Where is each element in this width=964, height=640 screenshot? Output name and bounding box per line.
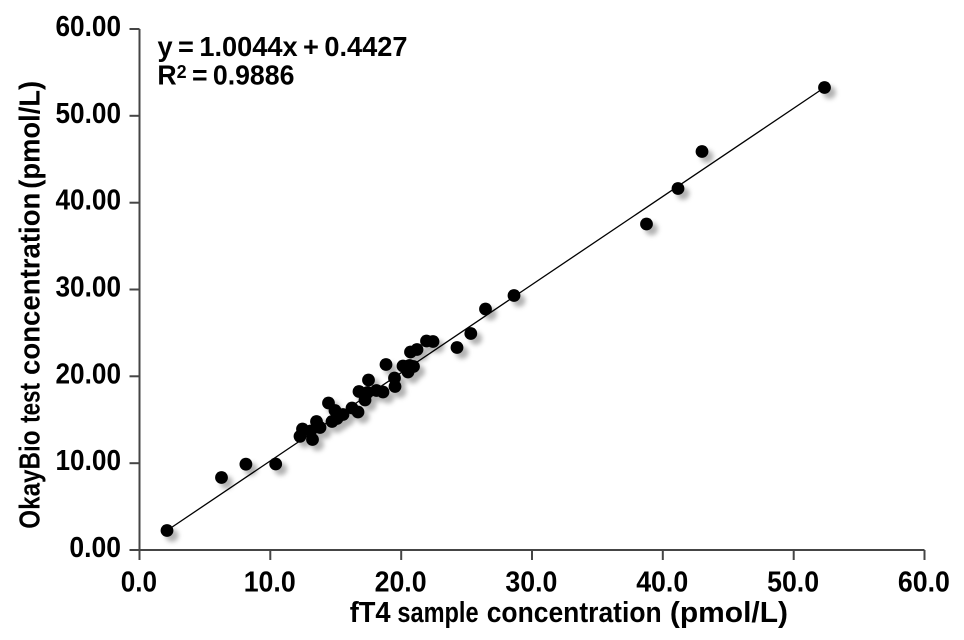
svg-text:20.00: 20.00	[56, 358, 122, 390]
svg-text:concentration: concentration	[14, 193, 46, 375]
svg-text:sample: sample	[397, 597, 478, 629]
svg-text:50.0: 50.0	[767, 567, 819, 599]
svg-text:(pmol/L): (pmol/L)	[14, 81, 46, 189]
svg-text:0.00: 0.00	[69, 532, 121, 564]
svg-text:10.0: 10.0	[244, 567, 296, 599]
svg-text:0.0: 0.0	[121, 567, 157, 599]
svg-text:fT4: fT4	[350, 597, 391, 629]
svg-text:30.0: 30.0	[505, 567, 557, 599]
svg-text:OkayBio: OkayBio	[14, 431, 46, 529]
svg-text:y = 1.0044x + 0.4427: y = 1.0044x + 0.4427	[158, 31, 408, 62]
svg-text:20.0: 20.0	[375, 567, 427, 599]
svg-text:concentration: concentration	[487, 597, 662, 629]
svg-text:60.00: 60.00	[56, 11, 122, 43]
svg-text:40.0: 40.0	[636, 567, 688, 599]
svg-text:40.00: 40.00	[56, 185, 122, 217]
svg-text:60.0: 60.0	[898, 567, 950, 599]
svg-text:test: test	[14, 383, 46, 423]
svg-text:(pmol/L): (pmol/L)	[670, 597, 788, 629]
svg-text:10.00: 10.00	[56, 445, 122, 477]
svg-text:30.00: 30.00	[56, 272, 122, 304]
svg-text:50.00: 50.00	[56, 98, 122, 130]
